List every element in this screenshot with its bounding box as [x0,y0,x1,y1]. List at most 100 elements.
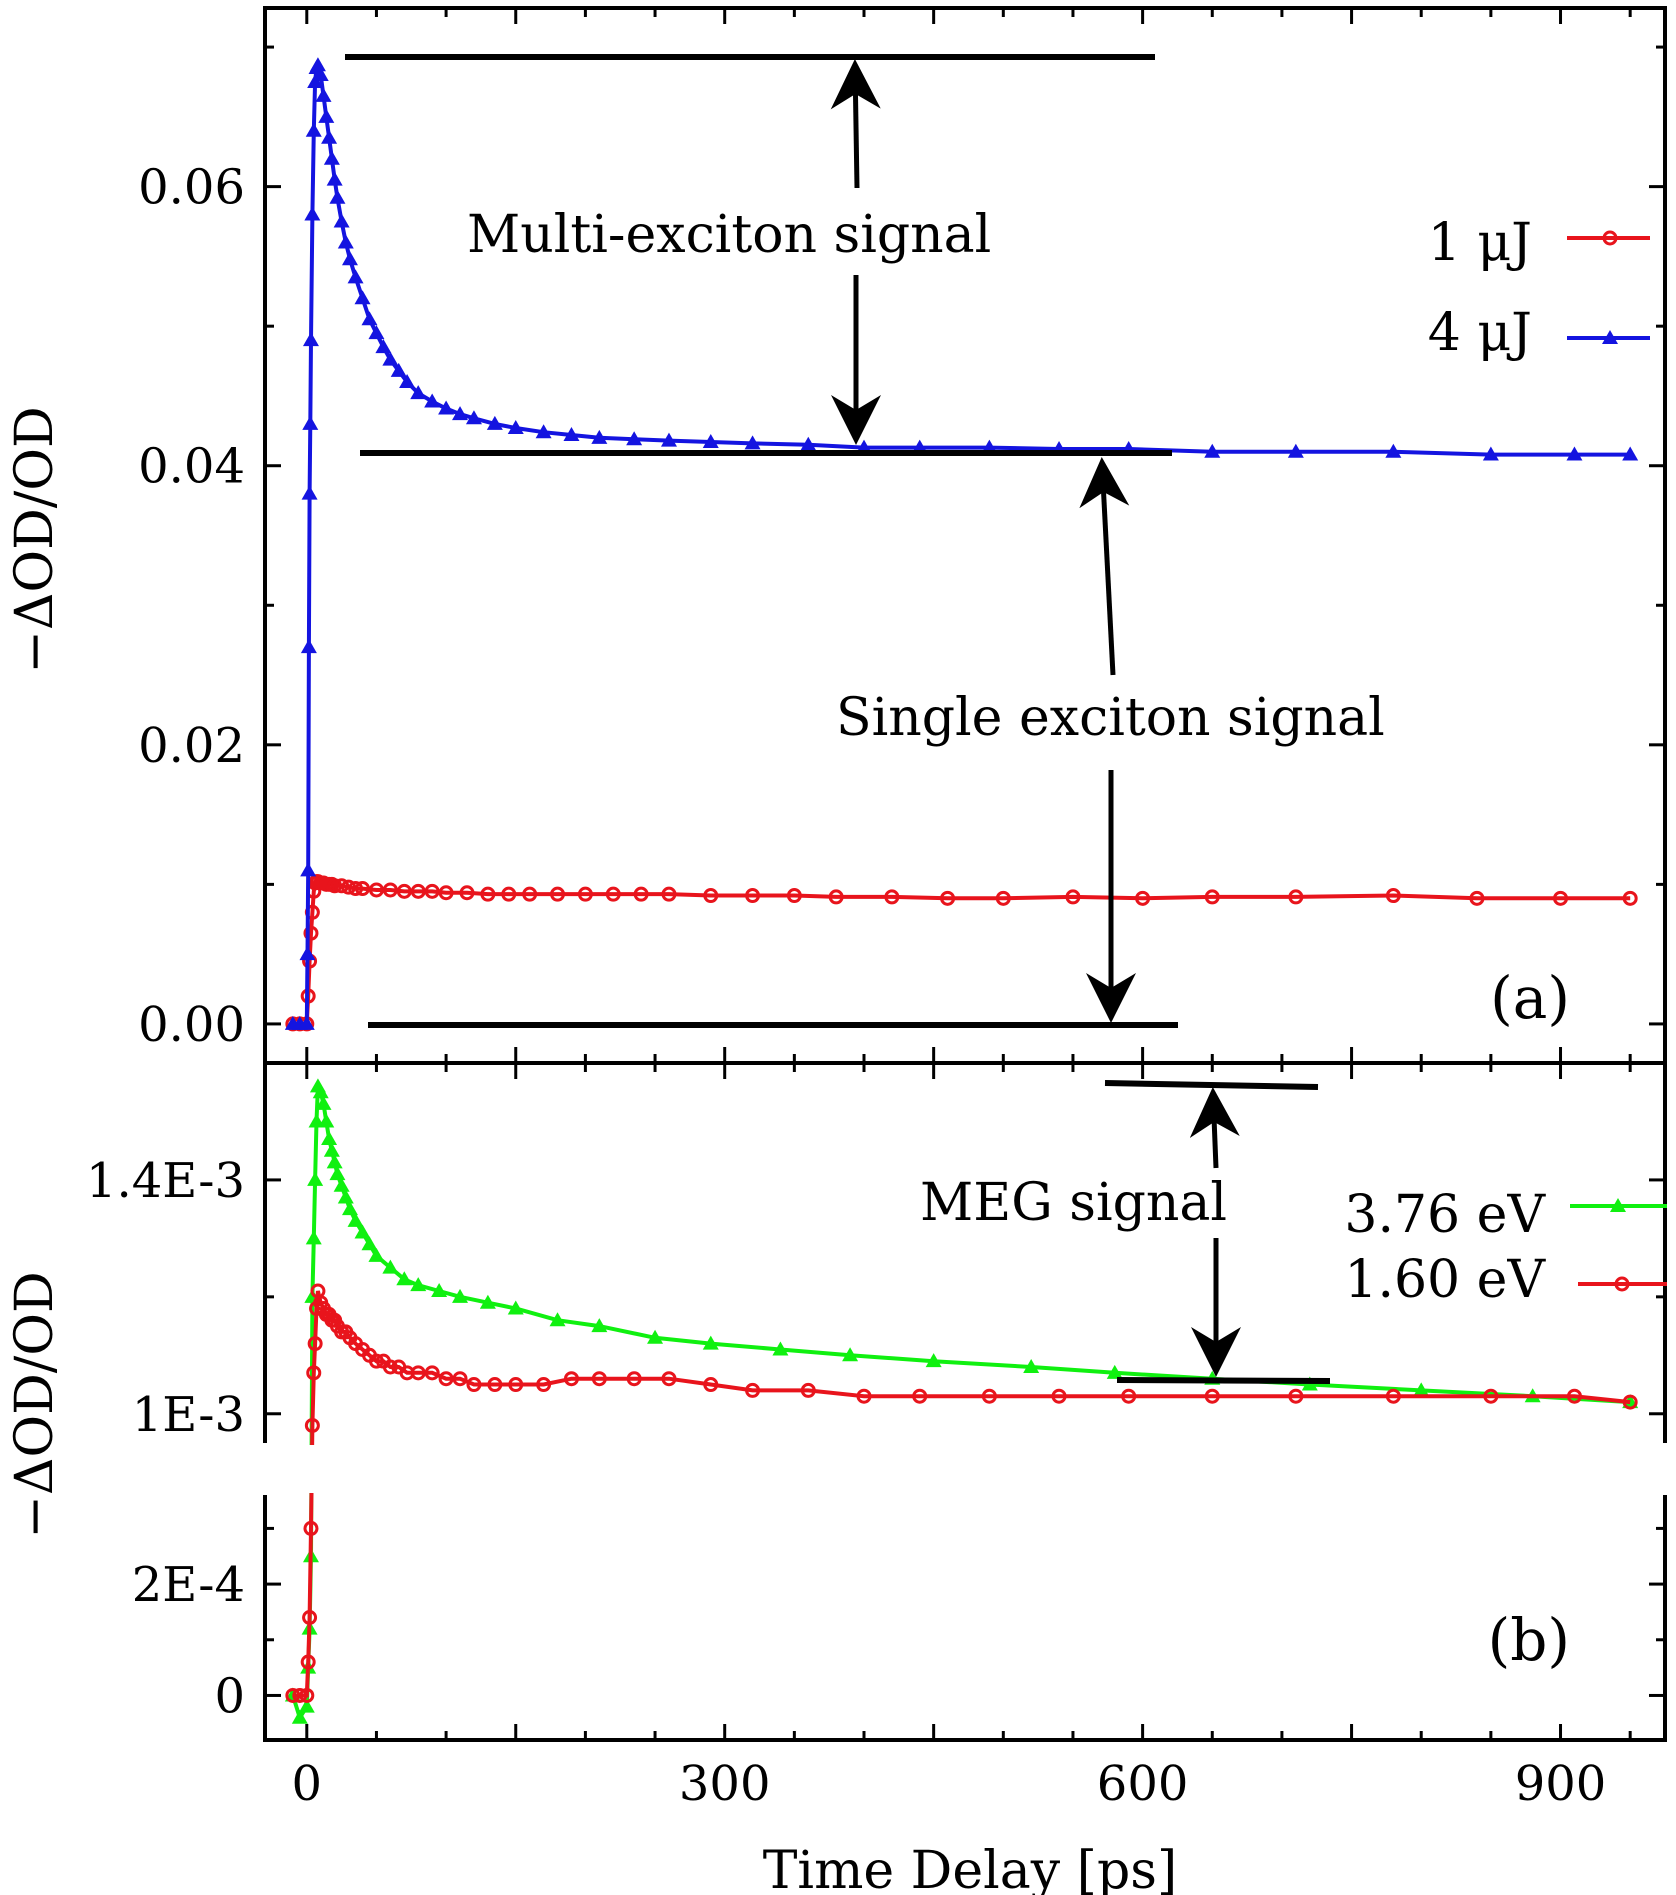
single-exciton-label: Single exciton signal [836,688,1385,748]
data-point [285,1687,301,1703]
data-point [307,1171,324,1186]
data-point [591,429,608,444]
data-point [1023,1359,1040,1373]
data-point [884,889,900,905]
data-point [591,1318,608,1333]
data-point [486,415,503,430]
legend-b: 3.76 eV 1.60 eV [1344,1185,1667,1310]
multi-exciton-label: Multi-exciton signal [467,205,991,265]
data-point [842,1347,859,1362]
data-point [925,1353,942,1368]
data-point [605,886,621,902]
data-point [487,1377,503,1393]
data-point [323,1142,340,1157]
data-point [786,888,802,904]
data-point [661,886,677,902]
y-axis-title-a: −ΔOD/OD [5,406,65,673]
data-point [459,885,475,901]
data-point [298,1015,315,1030]
series-a-1 [284,57,1639,1030]
data-point [410,883,426,899]
data-point [452,1288,469,1303]
data-point [633,886,649,902]
data-point [981,1388,997,1404]
data-point [563,1371,579,1387]
data-point [302,332,319,347]
data-point [1483,1388,1499,1404]
data-point [1204,889,1220,905]
data-point [337,1189,354,1204]
data-point [522,886,538,902]
y-axis-title-b: −ΔOD/OD [5,1271,65,1538]
data-point [438,885,454,901]
y-tick-label-a: 0.06 [138,160,245,216]
data-point [577,886,593,902]
y-tick-label-a: 0.02 [138,718,245,774]
axis-break-gap [263,1445,323,1493]
data-point [354,1224,371,1239]
data-point [995,890,1011,906]
data-point [304,1417,320,1433]
x-tick-label: 900 [1515,1756,1607,1812]
data-point [702,434,719,449]
data-point [507,420,524,435]
data-point [368,1247,385,1262]
data-point [291,1709,308,1724]
data-point [452,1371,468,1387]
multi-exciton-arrow-up [830,59,881,189]
data-point [800,1382,816,1398]
data-point [303,925,319,941]
data-point [302,1610,318,1625]
data-point [305,122,322,137]
data-point [361,311,378,326]
x-tick-label: 0 [292,1756,323,1812]
data-point [382,882,398,898]
data-point [333,1177,350,1192]
data-point [1288,889,1304,905]
data-point [410,1277,427,1292]
meg-label: MEG signal [920,1173,1227,1233]
y-tick-label-b: 2E-4 [132,1557,245,1613]
data-point [298,1698,315,1713]
x-tick-label: 600 [1097,1756,1189,1812]
data-point [563,427,580,442]
data-point [703,888,719,904]
ticks-b: 0 2E-4 1E-3 1.4E-3 0 300 600 900 [86,1061,1665,1812]
data-point [341,251,358,266]
data-point [347,269,364,284]
data-point [327,878,343,894]
data-point [647,1329,664,1344]
panel-a: 0.00 0.02 0.04 0.06 Multi-exciton signal Si… [138,6,1667,1065]
data-point [354,290,371,305]
data-point [626,431,643,446]
y-tick-label-a: 0.00 [138,997,245,1053]
data-point [744,435,761,450]
data-point [1622,446,1639,461]
data-point [745,888,761,904]
legend-a-marker-1 [1602,230,1618,246]
series-line [292,879,1631,1026]
x-tick-label: 300 [679,1756,771,1812]
y-tick-label-a: 0.04 [138,439,245,495]
legend-a-label-1: 1 μJ [1428,213,1532,273]
data-point [361,1236,378,1251]
data-point [550,886,566,902]
data-point [329,189,346,204]
plot-area-b: 0 2E-4 1E-3 1.4E-3 0 300 600 900 MEG signal 3.7… [86,1061,1667,1812]
data-point [480,886,496,902]
data-point [323,150,340,165]
data-point [1135,890,1151,906]
data-point [326,171,343,186]
data-point [333,213,350,228]
data-point [341,1201,358,1216]
data-point [337,234,354,249]
data-point [535,424,552,439]
data-point [1385,1388,1401,1404]
frame-b [263,1061,1667,1742]
legend-b-marker-2 [1614,1276,1630,1292]
data-point [326,1154,343,1169]
data-point [431,1283,448,1297]
legend-b-label-2: 1.60 eV [1344,1250,1546,1310]
plot-area-a: 0.00 0.02 0.04 0.06 Multi-exciton signal Si… [138,6,1667,1065]
data-point [626,1371,642,1387]
